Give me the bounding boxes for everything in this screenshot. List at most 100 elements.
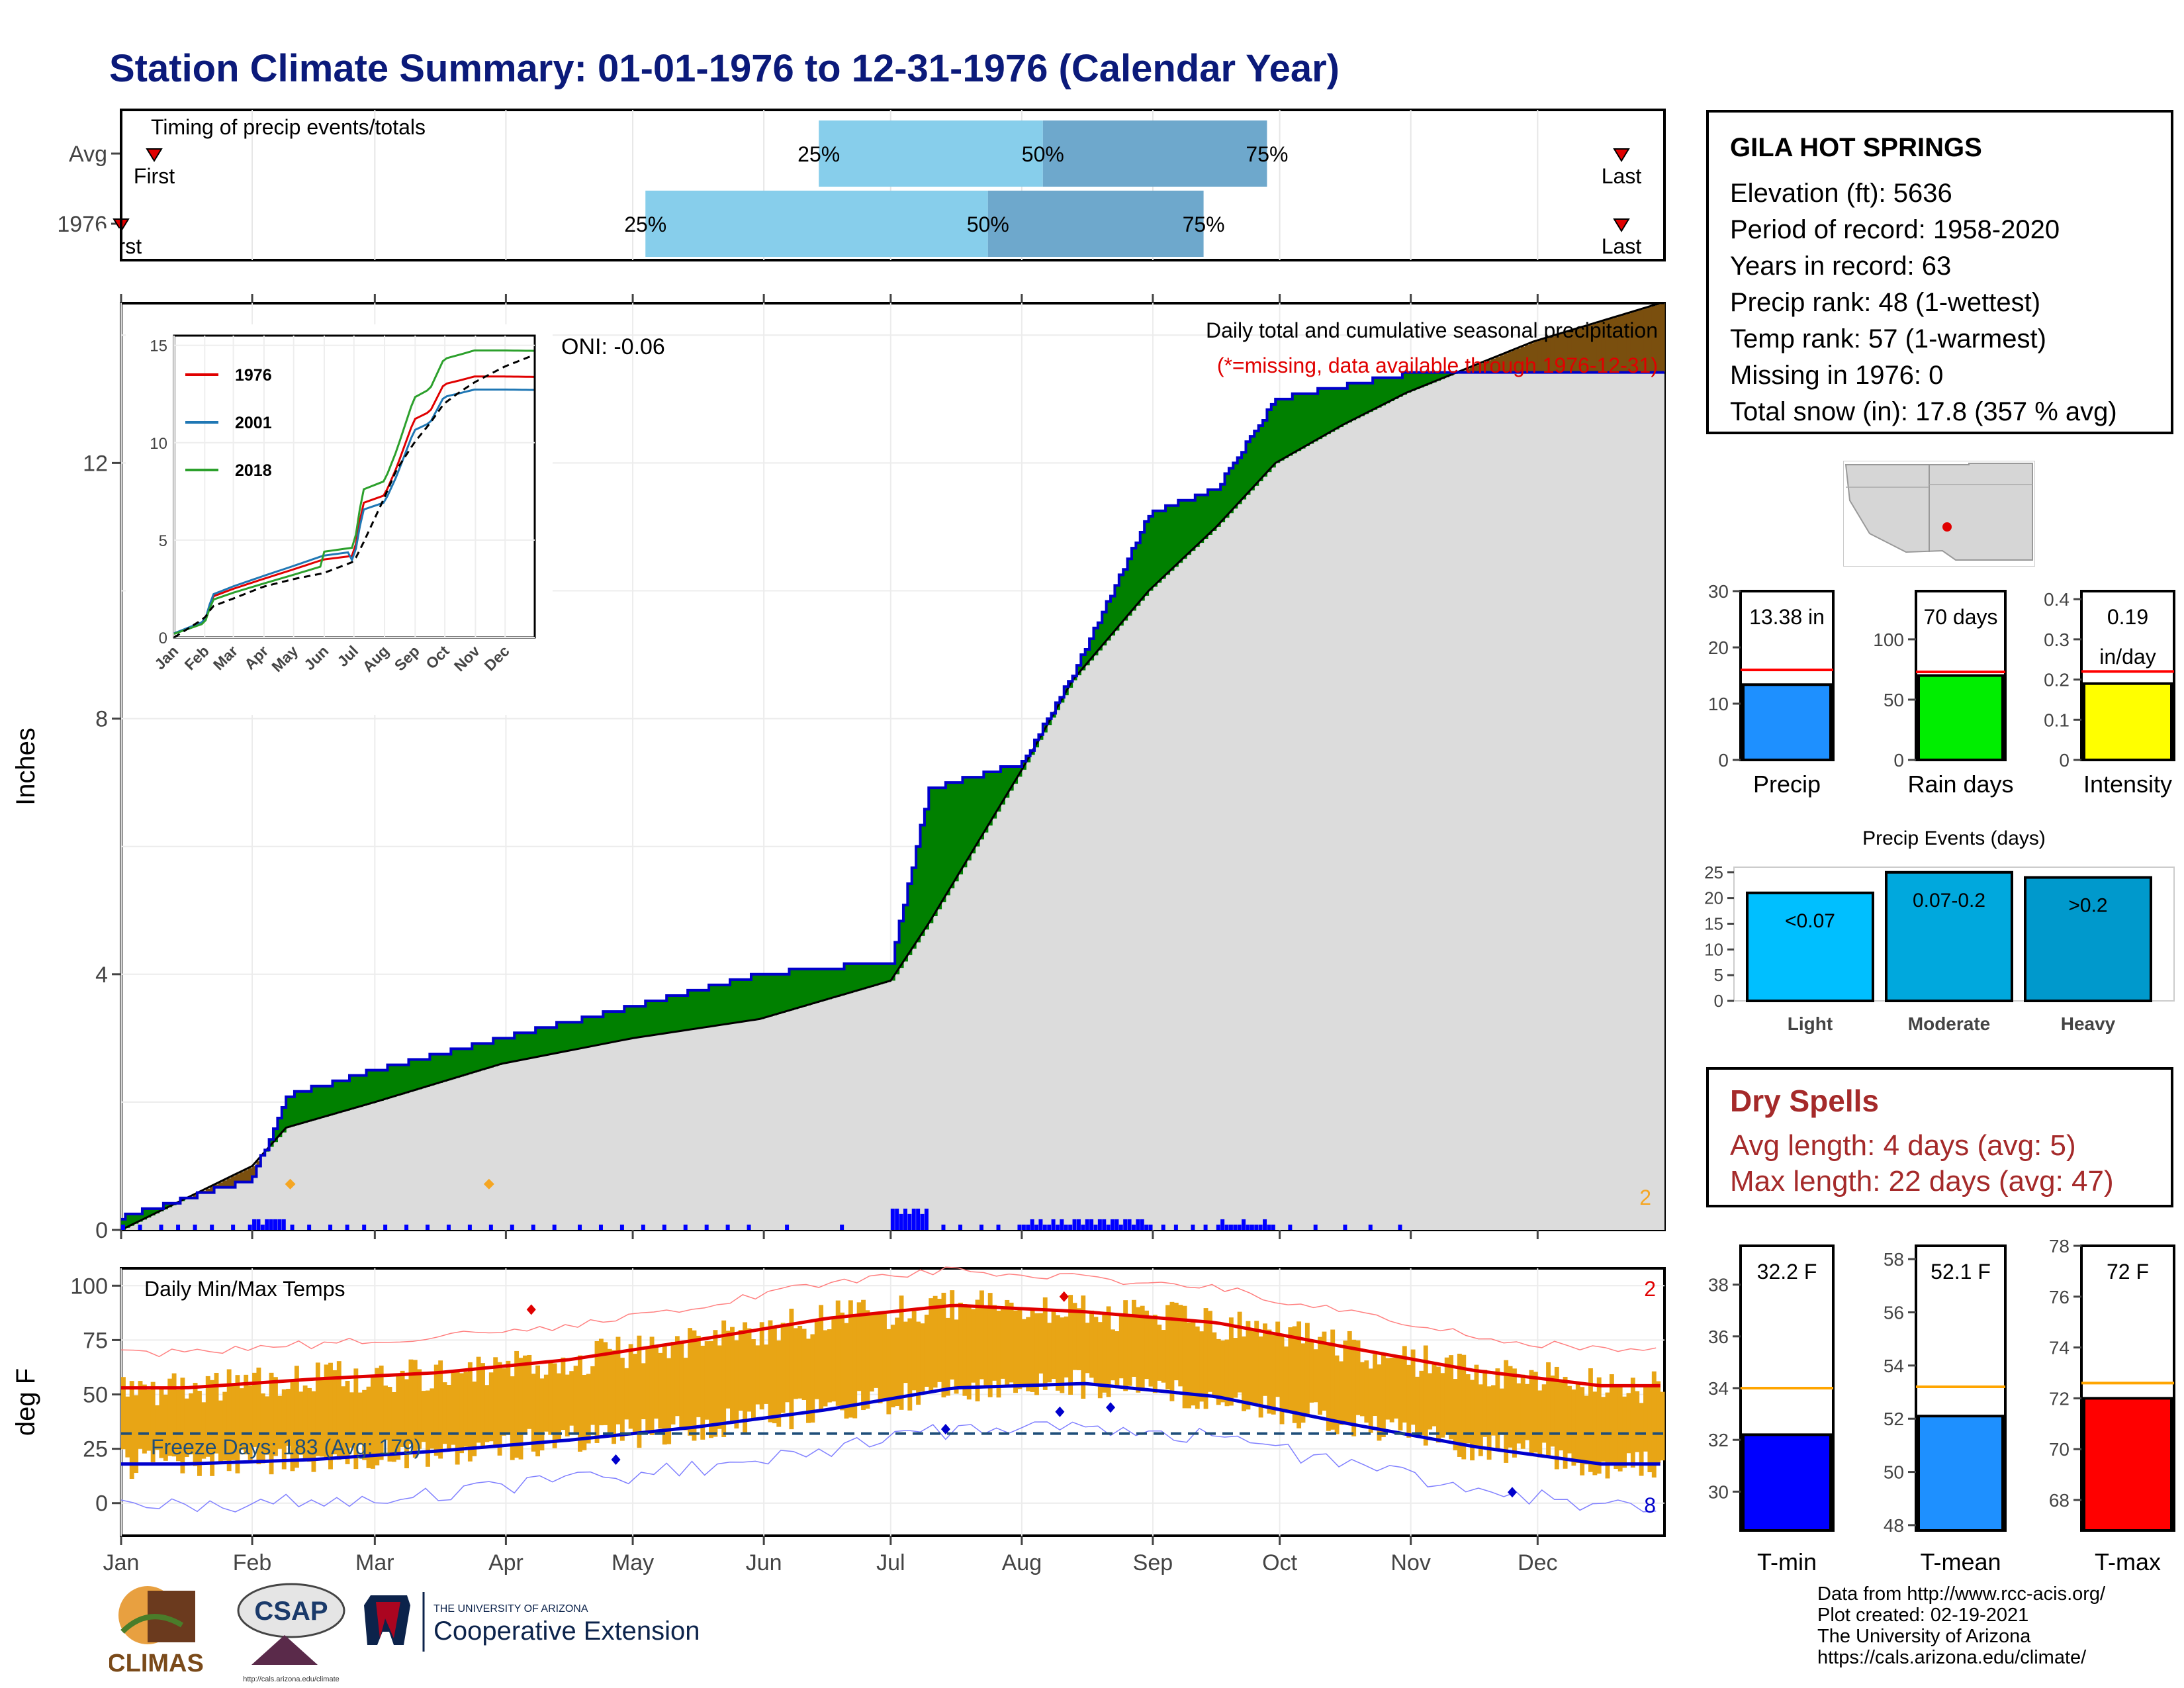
stat-ytick-label: 100	[1873, 630, 1904, 650]
surplus-fill	[633, 1006, 638, 1039]
daily-temp-bar	[557, 1373, 561, 1442]
daily-temp-bar	[167, 1378, 173, 1456]
daily-temp-bar	[840, 1312, 845, 1411]
surplus-fill	[341, 1080, 346, 1112]
deficit-fill	[1516, 348, 1522, 373]
daily-temp-bar	[1267, 1329, 1272, 1414]
daily-temp-bar	[730, 1327, 735, 1423]
month-label: Aug	[1002, 1550, 1042, 1575]
surplus-fill	[497, 1038, 502, 1065]
daily-temp-bar	[1495, 1368, 1500, 1450]
daily-precip-bar	[1250, 1224, 1254, 1230]
surplus-fill	[125, 1213, 130, 1228]
daily-temp-bar	[1617, 1385, 1623, 1472]
daily-precip-bar	[958, 1224, 963, 1230]
daily-temp-bar	[273, 1377, 278, 1456]
daily-temp-bar	[1263, 1323, 1267, 1396]
timing-percentile-label: 25%	[624, 212, 666, 236]
surplus-fill	[345, 1080, 350, 1111]
daily-precip-bar	[1047, 1224, 1052, 1230]
surplus-fill	[823, 968, 828, 1001]
record-low-marker	[1106, 1402, 1116, 1413]
daily-temp-bar	[125, 1396, 130, 1458]
daily-temp-bar	[1419, 1370, 1424, 1435]
stat-title: T-min	[1757, 1548, 1817, 1575]
daily-temp-bar	[649, 1336, 655, 1435]
daily-temp-bar	[1449, 1355, 1454, 1440]
surplus-fill	[1410, 372, 1416, 391]
stat-ytick-label: 0	[2059, 750, 2070, 771]
surplus-fill	[683, 995, 688, 1031]
surplus-fill	[1216, 489, 1221, 527]
daily-temp-bar	[861, 1299, 866, 1411]
daily-temp-bar	[776, 1340, 782, 1427]
daily-temp-bar	[1250, 1330, 1255, 1403]
daily-temp-bar	[341, 1386, 346, 1458]
surplus-fill	[1089, 638, 1095, 661]
month-label: Jul	[876, 1550, 905, 1575]
surplus-fill	[662, 1001, 667, 1034]
surplus-fill	[1381, 377, 1386, 406]
daily-temp-bar	[1394, 1358, 1398, 1419]
daily-temp-bar	[996, 1311, 1001, 1398]
surplus-fill	[463, 1049, 469, 1076]
surplus-fill	[911, 867, 917, 949]
daily-precip-bar	[1115, 1219, 1119, 1230]
last-marker	[1613, 218, 1630, 232]
daily-temp-bar	[1508, 1366, 1513, 1448]
surplus-fill	[759, 974, 764, 1019]
daily-precip-bar	[911, 1208, 916, 1230]
surplus-fill	[412, 1059, 418, 1091]
stat-ytick-label: 30	[1708, 1481, 1729, 1502]
surplus-fill	[941, 788, 946, 902]
surplus-fill	[480, 1043, 486, 1070]
daily-temp-bar	[1051, 1311, 1056, 1380]
daily-precip-bar	[193, 1224, 197, 1230]
daily-temp-bar	[633, 1354, 637, 1432]
daily-temp-bar	[666, 1358, 672, 1444]
deficit-fill	[235, 1174, 240, 1182]
surplus-fill	[886, 963, 891, 982]
daily-temp-bar	[1283, 1346, 1289, 1411]
daily-precip-bar	[1038, 1219, 1043, 1230]
precip-panel: 0 4 8 12 Inches Daily total and cumulative se…	[11, 294, 1666, 1243]
surplus-fill	[134, 1213, 139, 1224]
ua-logo: THE UNIVERSITY OF ARIZONA Cooperative Ex…	[364, 1592, 700, 1652]
timing-bar-upper	[1042, 120, 1267, 187]
surplus-fill	[324, 1086, 329, 1117]
surplus-fill	[785, 974, 790, 1012]
surplus-fill	[417, 1059, 422, 1090]
events-category-label: Moderate	[1908, 1013, 1990, 1034]
surplus-fill	[400, 1064, 405, 1095]
normal-cumulative-area	[121, 303, 1664, 1230]
daily-temp-bar	[1169, 1301, 1175, 1401]
daily-precip-bar	[159, 1224, 163, 1230]
daily-temp-bar	[387, 1387, 392, 1462]
daily-temp-bar	[1512, 1368, 1517, 1458]
daily-temp-bar	[755, 1345, 760, 1405]
daily-temp-bar	[662, 1345, 667, 1445]
daily-temp-bar	[484, 1385, 490, 1442]
daily-temp-bar	[1093, 1317, 1099, 1385]
surplus-fill	[1085, 649, 1090, 666]
daily-temp-bar	[1520, 1374, 1525, 1449]
daily-temp-bar	[1651, 1371, 1657, 1478]
daily-temp-bar	[142, 1384, 147, 1454]
surplus-fill	[320, 1086, 325, 1118]
surplus-fill	[467, 1049, 473, 1074]
daily-temp-bar	[1525, 1383, 1530, 1440]
inset-ytick-label: 10	[150, 435, 167, 453]
record-low-line	[120, 1421, 1657, 1513]
daily-temp-bar	[607, 1348, 612, 1436]
surplus-fill	[1195, 494, 1200, 547]
month-label: May	[612, 1550, 654, 1575]
daily-temp-bar	[1546, 1362, 1551, 1456]
daily-precip-bar	[252, 1219, 257, 1230]
surplus-fill	[598, 1017, 604, 1045]
surplus-fill	[903, 905, 908, 962]
surplus-fill	[827, 968, 832, 1000]
daily-temp-bar	[992, 1305, 997, 1381]
daily-temp-bar	[1097, 1322, 1103, 1399]
surplus-fill	[895, 942, 900, 974]
snow-marker	[483, 1178, 494, 1190]
